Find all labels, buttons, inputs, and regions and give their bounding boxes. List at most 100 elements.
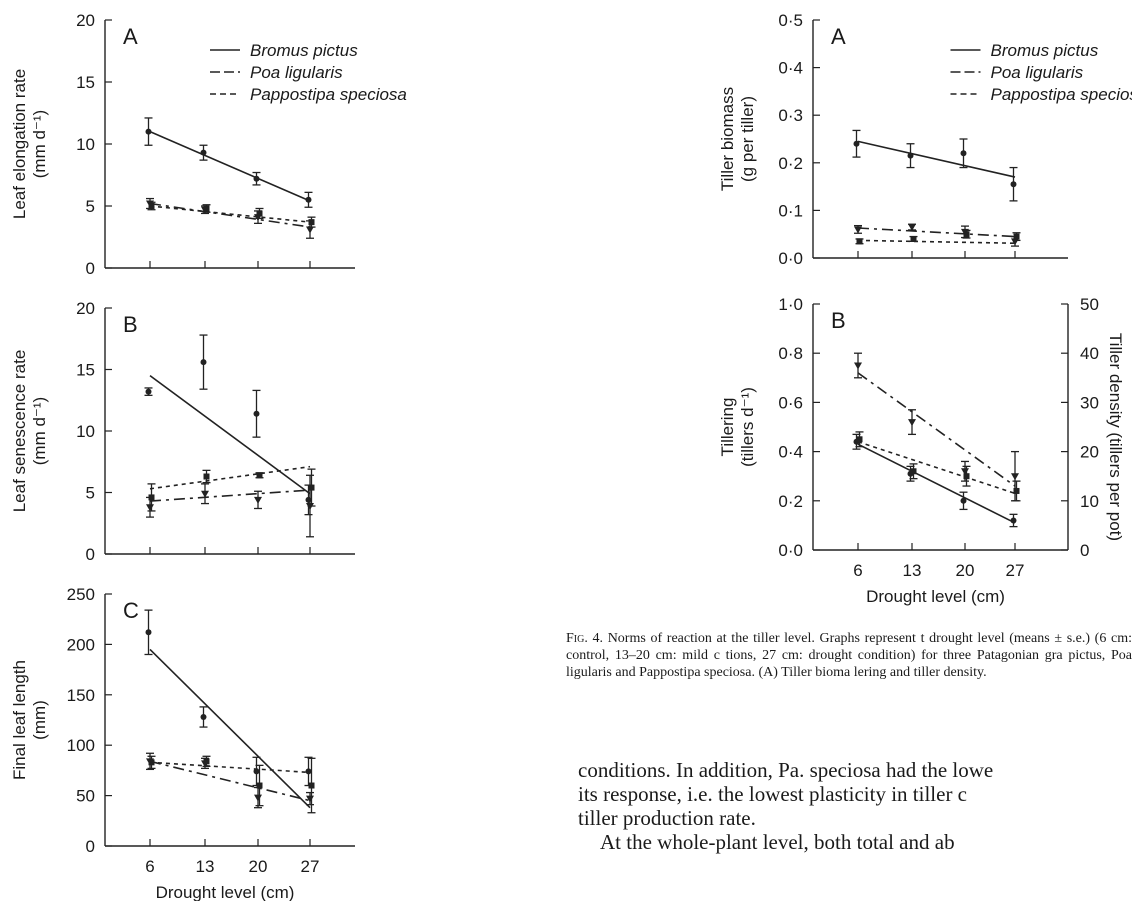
y-tick-label: 0·2 bbox=[778, 154, 803, 173]
y-tick-label: 20 bbox=[76, 299, 95, 318]
series-bromus-pictus bbox=[852, 433, 1018, 528]
series-fit-line bbox=[149, 202, 311, 228]
chart-panel-1: 0 5 10 15 20 B Leaf senescence rate(mm d⁻¹) bbox=[10, 299, 355, 564]
series-bromus-pictus bbox=[144, 334, 313, 516]
series-fit-line bbox=[149, 465, 311, 490]
data-point bbox=[856, 436, 863, 443]
y-tick-label: 10 bbox=[76, 422, 95, 441]
y-tick-label-right: 40 bbox=[1080, 344, 1099, 363]
x-tick-label: 20 bbox=[956, 561, 975, 580]
series-fit-line bbox=[857, 372, 1016, 487]
data-point bbox=[305, 196, 312, 203]
legend-label: Pappostipa speciosa bbox=[250, 85, 407, 104]
y-tick-label: 20 bbox=[76, 11, 95, 30]
y-tick-label: 0·4 bbox=[778, 59, 803, 78]
legend-label: Bromus pictus bbox=[991, 41, 1099, 60]
panel-label: A bbox=[831, 24, 846, 49]
data-point bbox=[908, 419, 916, 427]
series-pappostipa-speciosa bbox=[855, 431, 1021, 502]
data-point bbox=[308, 484, 315, 491]
data-point bbox=[148, 203, 155, 209]
x-tick-label: 13 bbox=[196, 857, 215, 876]
series-pappostipa-speciosa bbox=[855, 229, 1021, 245]
x-tick-label: 6 bbox=[145, 857, 154, 876]
y-axis-label: Final leaf length(mm) bbox=[10, 660, 49, 780]
y-tick-label: 0 bbox=[86, 545, 95, 564]
legend: Bromus pictus Poa ligularis Pappostipa spe… bbox=[210, 41, 407, 104]
data-point bbox=[201, 490, 209, 498]
y-tick-label: 0·6 bbox=[778, 393, 803, 412]
y-tick-label: 10 bbox=[76, 135, 95, 154]
y-axis-label: Tiller biomass(g per tiller) bbox=[718, 87, 757, 191]
y-tick-label: 0 bbox=[86, 837, 95, 856]
y-tick-label-right: 50 bbox=[1080, 295, 1099, 314]
series-poa-ligularis bbox=[146, 474, 314, 538]
data-point bbox=[200, 359, 207, 366]
legend-label: Bromus pictus bbox=[250, 41, 358, 60]
body-text-line-4: At the whole-plant level, both total and… bbox=[600, 830, 955, 854]
y-tick-label: 15 bbox=[76, 361, 95, 380]
y-tick-label: 0·5 bbox=[778, 11, 803, 30]
data-point bbox=[148, 494, 155, 501]
y-tick-label: 0·2 bbox=[778, 492, 803, 511]
caption-fig-label: Fig. 4. bbox=[566, 631, 604, 646]
data-point bbox=[963, 231, 970, 238]
series-fit-line bbox=[149, 489, 311, 502]
data-point bbox=[145, 388, 152, 395]
legend-label: Poa ligularis bbox=[250, 63, 343, 82]
series-bromus-pictus bbox=[144, 117, 313, 208]
series-fit-line bbox=[149, 205, 311, 223]
y-tick-label: 0·0 bbox=[778, 249, 803, 268]
data-point bbox=[854, 362, 862, 370]
y-tick-label: 150 bbox=[67, 686, 95, 705]
data-point bbox=[854, 226, 862, 234]
series-pappostipa-speciosa bbox=[147, 755, 316, 814]
y-tick-label: 0·1 bbox=[778, 201, 803, 220]
y-tick-label: 200 bbox=[67, 635, 95, 654]
data-point bbox=[254, 794, 262, 802]
series-bromus-pictus bbox=[144, 609, 313, 809]
panel-label: C bbox=[123, 598, 139, 623]
series-fit-line bbox=[149, 760, 311, 802]
data-point bbox=[256, 210, 263, 217]
data-point bbox=[910, 468, 917, 475]
data-point bbox=[853, 140, 860, 147]
x-tick-label: 6 bbox=[853, 561, 862, 580]
y-tick-label: 100 bbox=[67, 736, 95, 755]
data-point bbox=[308, 782, 315, 789]
series-fit-line bbox=[857, 239, 1016, 245]
x-tick-label: 20 bbox=[249, 857, 268, 876]
data-point bbox=[200, 149, 207, 156]
y-tick-label: 0·0 bbox=[778, 541, 803, 560]
data-point bbox=[1011, 473, 1019, 481]
caption-line-1: Norms of reaction at the tiller level. G… bbox=[607, 631, 925, 646]
data-point bbox=[306, 226, 314, 234]
caption-line-4: pictus, Poa ligularis and Pappostipa spe… bbox=[566, 648, 1132, 680]
body-text: conditions. In addition, Pa. speciosa ha… bbox=[578, 758, 1132, 901]
y-tick-label: 0·3 bbox=[778, 106, 803, 125]
data-point bbox=[963, 473, 970, 480]
series-poa-ligularis bbox=[146, 752, 314, 809]
x-axis-label: Drought level (cm) bbox=[866, 587, 1005, 606]
series-fit-line bbox=[857, 443, 1016, 524]
data-point bbox=[256, 782, 263, 789]
data-point bbox=[308, 219, 315, 226]
series-fit-line bbox=[149, 375, 311, 495]
series-poa-ligularis bbox=[146, 197, 314, 239]
series-poa-ligularis bbox=[854, 352, 1019, 502]
x-axis-label: Drought level (cm) bbox=[156, 883, 295, 901]
data-point bbox=[305, 768, 312, 775]
data-point bbox=[200, 713, 207, 720]
caption-line-3: tions, 27 cm: drought condition) for thr… bbox=[725, 648, 1063, 663]
data-point bbox=[856, 238, 863, 245]
series-fit-line bbox=[149, 648, 311, 809]
body-text-line-1: conditions. In addition, Pa. speciosa ha… bbox=[578, 758, 994, 782]
chart-panel-3: 0·0 0·1 0·2 0·3 0·4 0·5 A Tiller biomass(g per … bbox=[718, 11, 1132, 268]
series-pappostipa-speciosa bbox=[147, 465, 316, 512]
chart-panel-4: 0·0 0·2 0·4 0·6 0·8 1·0 6 13 20 27 0 10 20 30 40 50 Till… bbox=[718, 295, 1125, 606]
data-point bbox=[146, 504, 154, 512]
panel-label: B bbox=[831, 308, 846, 333]
data-point bbox=[145, 128, 152, 135]
panel-label: B bbox=[123, 312, 138, 337]
data-point bbox=[145, 629, 152, 636]
